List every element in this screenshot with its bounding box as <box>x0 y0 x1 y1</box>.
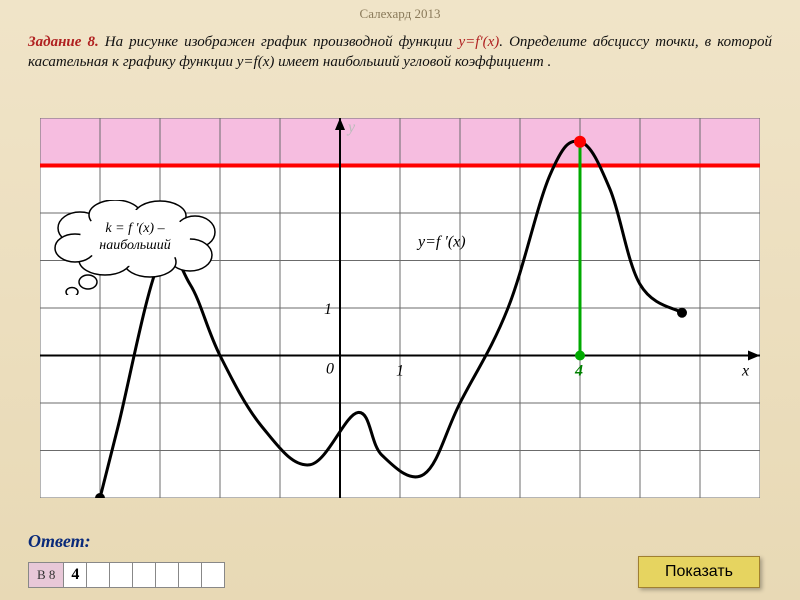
box-cell-6[interactable] <box>201 562 225 588</box>
cloud-line1: k = f ′(x) – <box>105 221 164 236</box>
answer-boxes: В 8 4 <box>28 562 225 588</box>
svg-text:x: x <box>741 363 749 380</box>
header-location: Салехард 2013 <box>0 0 800 22</box>
task-text: Задание 8. На рисунке изображен график п… <box>0 22 800 79</box>
task-fn: y=f'(x) <box>458 34 499 50</box>
box-prefix: В 8 <box>28 562 64 588</box>
cloud-line2: наибольший <box>99 238 171 253</box>
svg-text:1: 1 <box>396 363 404 380</box>
box-cell-1[interactable] <box>86 562 110 588</box>
box-cell-0[interactable]: 4 <box>63 562 87 588</box>
chart: 0 1 1 4 x y y=f ′(x) <box>40 118 760 498</box>
box-cell-4[interactable] <box>155 562 179 588</box>
svg-text:y=f ′(x): y=f ′(x) <box>416 233 466 250</box>
show-button[interactable]: Показать <box>638 556 760 588</box>
svg-text:4: 4 <box>574 363 583 380</box>
svg-text:1: 1 <box>324 301 332 318</box>
task-title: Задание 8. <box>28 34 99 50</box>
task-body-a: На рисунке изображен график производной … <box>99 34 459 50</box>
svg-text:y: y <box>346 119 356 136</box>
box-cell-3[interactable] <box>132 562 156 588</box>
box-cell-5[interactable] <box>178 562 202 588</box>
box-cell-2[interactable] <box>109 562 133 588</box>
svg-text:0: 0 <box>326 361 334 378</box>
answer-label: Ответ: <box>28 531 91 552</box>
thought-cloud: k = f ′(x) – наибольший <box>50 200 220 275</box>
